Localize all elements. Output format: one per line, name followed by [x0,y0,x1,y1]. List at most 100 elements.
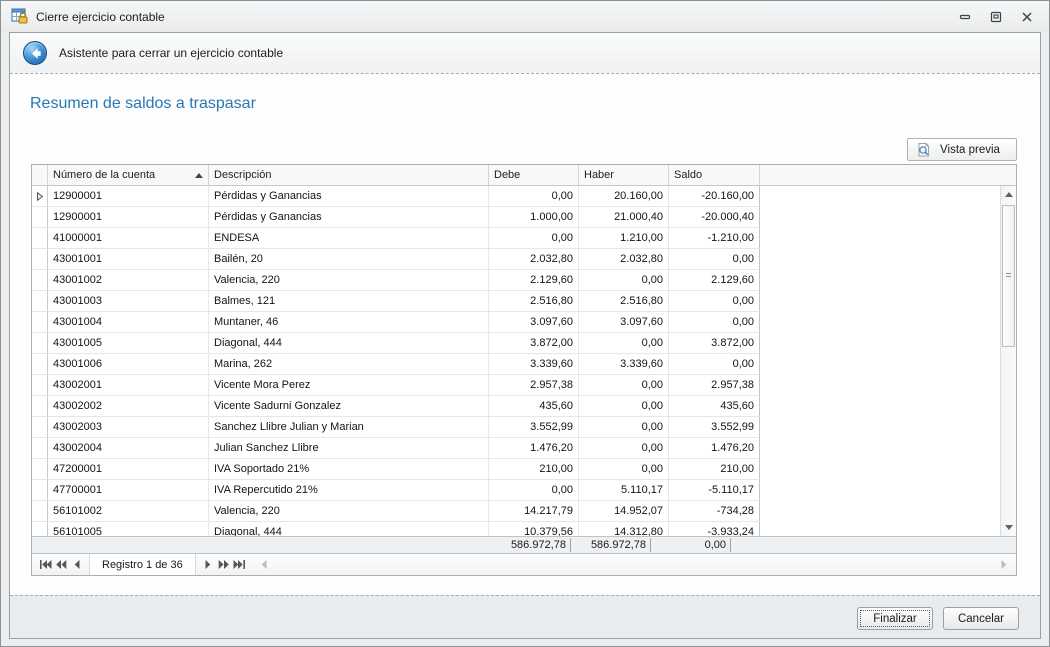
row-indicator-cell[interactable] [32,354,48,375]
hscroll-right-arrow-icon[interactable] [996,557,1012,572]
cell-account[interactable]: 43002003 [48,417,209,438]
row-indicator-cell[interactable] [32,291,48,312]
column-header-debe[interactable]: Debe [489,165,579,186]
cell-haber[interactable]: 0,00 [579,270,669,291]
cell-saldo[interactable]: 2.129,60 [669,270,760,291]
cell-saldo[interactable]: 3.872,00 [669,333,760,354]
cell-description[interactable]: Sanchez Llibre Julian y Marian [209,417,489,438]
vertical-scrollbar[interactable] [1000,186,1016,536]
cell-haber[interactable]: 0,00 [579,333,669,354]
title-bar[interactable]: Cierre ejercicio contable [1,1,1049,32]
cell-haber[interactable]: 3.097,60 [579,312,669,333]
cell-debe[interactable]: 210,00 [489,459,579,480]
hscroll-left-arrow-icon[interactable] [256,557,272,572]
cell-haber[interactable]: 0,00 [579,417,669,438]
preview-button[interactable]: Vista previa [907,138,1017,161]
table-row[interactable]: 12900001 Pérdidas y Ganancias 0,00 20.160,0… [32,186,1016,207]
cell-saldo[interactable]: -5.110,17 [669,480,760,501]
cancel-button[interactable]: Cancelar [943,607,1019,630]
cell-description[interactable]: Pérdidas y Ganancias [209,207,489,228]
cell-haber[interactable]: 1.210,00 [579,228,669,249]
cell-account[interactable]: 43001001 [48,249,209,270]
cell-description[interactable]: Marina, 262 [209,354,489,375]
cell-haber[interactable]: 0,00 [579,459,669,480]
cell-haber[interactable]: 14.952,07 [579,501,669,522]
cell-debe[interactable]: 0,00 [489,186,579,207]
cell-description[interactable]: IVA Soportado 21% [209,459,489,480]
cell-account[interactable]: 47700001 [48,480,209,501]
table-row[interactable]: 56101002 Valencia, 220 14.217,79 14.952,07-… [32,501,1016,522]
cell-debe[interactable]: 1.000,00 [489,207,579,228]
table-row[interactable]: 12900001 Pérdidas y Ganancias 1.000,00 21.0… [32,207,1016,228]
close-button[interactable] [1020,10,1033,23]
last-record-button[interactable] [232,557,248,572]
row-indicator-cell[interactable] [32,333,48,354]
table-row[interactable]: 43002003 Sanchez Llibre Julian y Marian 3.… [32,417,1016,438]
cell-saldo[interactable]: 0,00 [669,291,760,312]
restore-button[interactable] [989,10,1002,23]
cell-account[interactable]: 47200001 [48,459,209,480]
cell-saldo[interactable]: 0,00 [669,354,760,375]
cell-saldo[interactable]: 2.957,38 [669,375,760,396]
cell-saldo[interactable]: 435,60 [669,396,760,417]
cell-debe[interactable]: 435,60 [489,396,579,417]
scroll-down-arrow-icon[interactable] [1001,519,1016,536]
cell-description[interactable]: Diagonal, 444 [209,522,489,536]
cell-saldo[interactable]: 1.476,20 [669,438,760,459]
table-row[interactable]: 47700001 IVA Repercutido 21% 0,00 5.110,17-… [32,480,1016,501]
cell-description[interactable]: Pérdidas y Ganancias [209,186,489,207]
cell-haber[interactable]: 3.339,60 [579,354,669,375]
cell-haber[interactable]: 20.160,00 [579,186,669,207]
cell-debe[interactable]: 0,00 [489,480,579,501]
row-indicator-cell[interactable] [32,501,48,522]
row-indicator-cell[interactable] [32,375,48,396]
cell-account[interactable]: 43002001 [48,375,209,396]
cell-account[interactable]: 43001004 [48,312,209,333]
table-row[interactable]: 43001001 Bailén, 20 2.032,80 2.032,80 0,00 [32,249,1016,270]
table-row[interactable]: 43001005 Diagonal, 444 3.872,00 0,00 3.872,0… [32,333,1016,354]
scroll-up-arrow-icon[interactable] [1001,186,1016,203]
cell-haber[interactable]: 5.110,17 [579,480,669,501]
row-indicator-cell[interactable] [32,480,48,501]
row-indicator-cell[interactable] [32,522,48,536]
table-row[interactable]: 56101005 Diagonal, 444 10.379,56 14.312,80-… [32,522,1016,536]
cell-description[interactable]: Vicente Sadurni Gonzalez [209,396,489,417]
cell-account[interactable]: 56101002 [48,501,209,522]
cell-haber[interactable]: 21.000,40 [579,207,669,228]
prev-page-button[interactable] [53,557,69,572]
cell-saldo[interactable]: -20.160,00 [669,186,760,207]
minimize-button[interactable] [958,10,971,23]
cell-debe[interactable]: 2.129,60 [489,270,579,291]
cell-debe[interactable]: 14.217,79 [489,501,579,522]
column-header-description[interactable]: Descripción [209,165,489,186]
next-page-button[interactable] [216,557,232,572]
cell-haber[interactable]: 2.032,80 [579,249,669,270]
cell-saldo[interactable]: 0,00 [669,249,760,270]
cell-haber[interactable]: 0,00 [579,396,669,417]
row-indicator-cell[interactable] [32,459,48,480]
cell-debe[interactable]: 10.379,56 [489,522,579,536]
row-indicator-cell[interactable] [32,249,48,270]
cell-debe[interactable]: 0,00 [489,228,579,249]
cell-description[interactable]: Valencia, 220 [209,501,489,522]
cell-debe[interactable]: 2.032,80 [489,249,579,270]
cell-description[interactable]: Valencia, 220 [209,270,489,291]
cell-saldo[interactable]: -20.000,40 [669,207,760,228]
back-button[interactable] [23,41,47,65]
cell-debe[interactable]: 3.872,00 [489,333,579,354]
cell-saldo[interactable]: -1.210,00 [669,228,760,249]
cell-description[interactable]: Muntaner, 46 [209,312,489,333]
row-indicator-cell[interactable] [32,396,48,417]
table-row[interactable]: 41000001 ENDESA 0,00 1.210,00 -1.210,00 [32,228,1016,249]
prev-record-button[interactable] [69,557,85,572]
cell-account[interactable]: 43001006 [48,354,209,375]
cell-description[interactable]: ENDESA [209,228,489,249]
table-row[interactable]: 47200001 IVA Soportado 21% 210,00 0,00 210,0… [32,459,1016,480]
row-indicator-cell[interactable] [32,438,48,459]
row-indicator-cell[interactable] [32,270,48,291]
first-record-button[interactable] [37,557,53,572]
column-header-saldo[interactable]: Saldo [669,165,760,186]
cell-haber[interactable]: 0,00 [579,375,669,396]
row-indicator-cell[interactable] [32,312,48,333]
finish-button[interactable]: Finalizar [857,607,933,630]
